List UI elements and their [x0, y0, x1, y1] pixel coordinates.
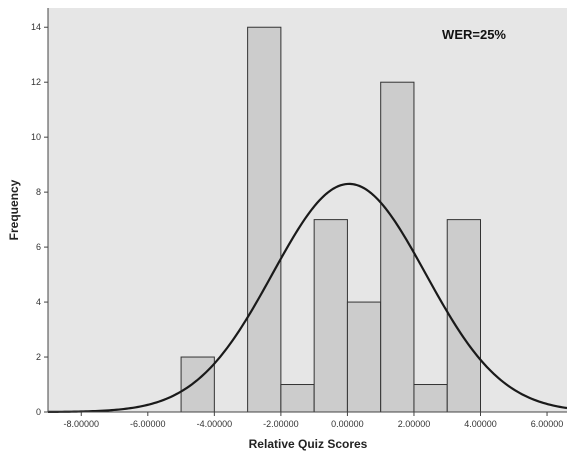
histogram-bar: [280, 384, 315, 413]
x-tick-label: -8.00000: [64, 419, 100, 429]
x-tick-label: -4.00000: [197, 419, 233, 429]
x-tick-label: 0.00000: [331, 419, 364, 429]
y-tick-label: 2: [36, 352, 41, 362]
x-tick-label: 2.00000: [398, 419, 431, 429]
x-tick-label: 4.00000: [464, 419, 497, 429]
x-tick-label: -6.00000: [130, 419, 166, 429]
y-tick-label: 6: [36, 242, 41, 252]
y-ticks-group: 0 2 4 6 8 10 12 14: [31, 22, 48, 417]
y-tick-label: 14: [31, 22, 41, 32]
x-tick-label: -2.00000: [263, 419, 299, 429]
histogram-bar: [346, 301, 382, 413]
histogram-bar: [313, 219, 348, 413]
x-axis-title: Relative Quiz Scores: [249, 437, 368, 451]
wer-annotation: WER=25%: [442, 27, 506, 42]
y-tick-label: 12: [31, 77, 41, 87]
y-axis-title: Frequency: [7, 179, 21, 240]
plot-area: [48, 8, 567, 412]
histogram-bar: [413, 384, 448, 413]
x-ticks-group: -8.00000 -6.00000 -4.00000 -2.00000 0.00000 2…: [64, 412, 564, 429]
bars-group: [180, 26, 482, 413]
y-tick-label: 10: [31, 132, 41, 142]
histogram-bar: [247, 26, 282, 413]
histogram-bar: [180, 356, 215, 413]
y-tick-label: 4: [36, 297, 41, 307]
histogram-bar: [446, 219, 482, 413]
histogram-bar: [380, 81, 415, 413]
normal-curve: [47, 182, 567, 413]
x-tick-label: 6.00000: [531, 419, 564, 429]
y-tick-label: 8: [36, 187, 41, 197]
y-tick-label: 0: [36, 407, 41, 417]
